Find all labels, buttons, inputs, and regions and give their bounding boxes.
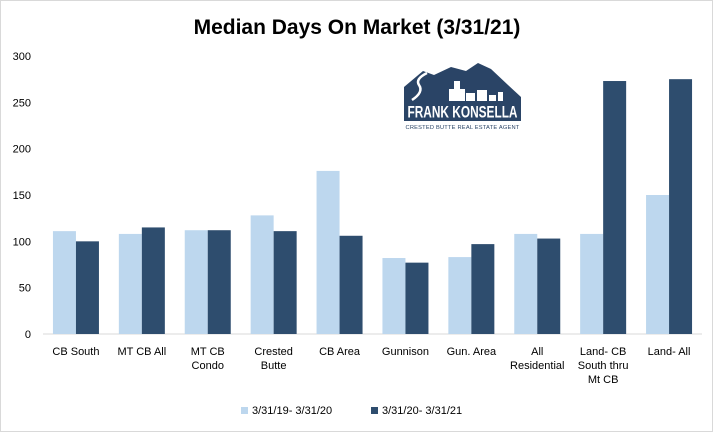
logo-road	[411, 71, 428, 102]
bar-series-1	[250, 215, 274, 334]
bar-series-1	[184, 230, 208, 334]
bar-series-2	[75, 241, 99, 334]
axes: 0 50 100 150 200 250 300 CB South MT CB All MT CB…	[13, 51, 702, 386]
bar-series-1	[316, 170, 340, 334]
bar-series-2	[669, 79, 693, 335]
bar-series-1	[52, 231, 76, 334]
y-tick-label: 50	[19, 283, 31, 295]
x-tick-label: MT CB	[191, 346, 225, 358]
y-tick-label: 150	[13, 190, 31, 202]
x-tick-label: CB Area	[319, 346, 361, 358]
bar-series-1	[514, 233, 538, 334]
y-tick-label: 200	[13, 144, 31, 156]
y-tick-label: 250	[13, 97, 31, 109]
y-tick-label: 300	[13, 51, 31, 63]
x-tick-label: Condo	[192, 360, 224, 372]
legend-label: 3/31/19- 3/31/20	[252, 405, 332, 417]
bar-series-2	[603, 81, 627, 335]
x-tick-label: Crested	[254, 346, 293, 358]
logo-mountain	[404, 63, 521, 101]
x-tick-label: South thru	[578, 360, 629, 372]
x-tick-label: All	[531, 346, 543, 358]
x-tick-label: Land- All	[648, 346, 691, 358]
bar-series-1	[580, 233, 604, 334]
bar-series-1	[448, 257, 472, 334]
x-tick-label: Mt CB	[588, 374, 619, 386]
logo-tagline: CRESTED BUTTE REAL ESTATE AGENT	[406, 125, 520, 131]
x-tick-label: Gunnison	[382, 346, 429, 358]
brand-logo: FRANK KONSELLA CRESTED BUTTE REAL ESTATE…	[404, 63, 521, 131]
logo-name: FRANK KONSELLA	[408, 103, 518, 122]
x-tick-label: CB South	[52, 346, 99, 358]
legend: 3/31/19- 3/31/20 3/31/20- 3/31/21	[241, 405, 462, 417]
bar-series-2	[273, 231, 297, 334]
x-tick-label: Residential	[510, 360, 564, 372]
legend-swatch	[241, 407, 248, 414]
bar-series-1	[646, 195, 670, 334]
x-tick-label: MT CB All	[117, 346, 166, 358]
logo-banner	[404, 101, 521, 121]
bar-series-2	[141, 227, 165, 334]
legend-swatch	[371, 407, 378, 414]
bar-series-2	[207, 230, 231, 334]
y-tick-label: 0	[25, 329, 31, 341]
bar-series-2	[339, 235, 363, 334]
bar-series-1	[118, 233, 142, 334]
x-tick-label: Land- CB	[580, 346, 626, 358]
legend-label: 3/31/20- 3/31/21	[382, 405, 462, 417]
y-tick-label: 100	[13, 236, 31, 248]
bar-series-2	[405, 262, 429, 334]
bars	[52, 79, 693, 335]
x-tick-label: Butte	[261, 360, 287, 372]
chart-title: Median Days On Market (3/31/21)	[194, 16, 521, 39]
bar-series-2	[471, 244, 495, 334]
logo-buildings	[449, 81, 503, 101]
bar-series-2	[537, 238, 561, 334]
x-tick-label: Gun. Area	[447, 346, 497, 358]
bar-series-1	[382, 258, 406, 334]
